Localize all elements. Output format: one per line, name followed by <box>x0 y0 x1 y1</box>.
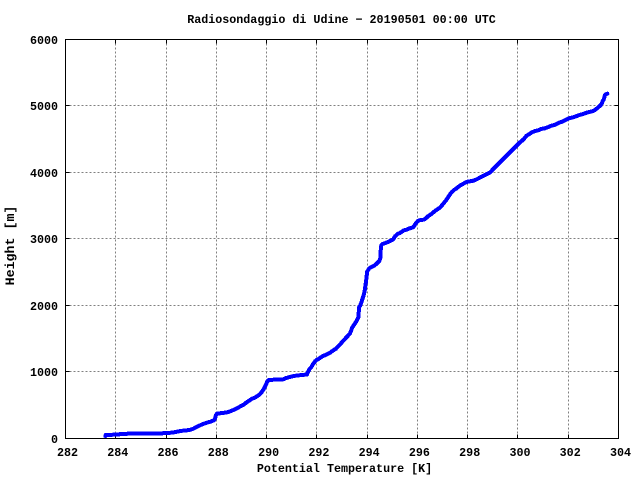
svg-text:296: 296 <box>409 446 430 460</box>
svg-text:284: 284 <box>107 446 128 460</box>
svg-text:286: 286 <box>157 446 178 460</box>
svg-text:4000: 4000 <box>30 167 58 181</box>
svg-text:298: 298 <box>459 446 480 460</box>
svg-text:302: 302 <box>560 446 581 460</box>
svg-text:6000: 6000 <box>30 34 58 48</box>
svg-text:288: 288 <box>208 446 229 460</box>
svg-text:292: 292 <box>308 446 329 460</box>
svg-text:Height [m]: Height [m] <box>3 206 18 286</box>
svg-text:300: 300 <box>509 446 530 460</box>
svg-text:1000: 1000 <box>30 366 58 380</box>
svg-text:Potential Temperature [K]: Potential Temperature [K] <box>257 462 432 476</box>
svg-text:0: 0 <box>51 433 58 447</box>
svg-text:304: 304 <box>610 446 631 460</box>
svg-text:294: 294 <box>359 446 380 460</box>
svg-text:5000: 5000 <box>30 100 58 114</box>
svg-text:290: 290 <box>258 446 279 460</box>
svg-text:3000: 3000 <box>30 233 58 247</box>
svg-text:282: 282 <box>57 446 78 460</box>
svg-text:2000: 2000 <box>30 300 58 314</box>
svg-text:Radiosondaggio di Udine − 2019: Radiosondaggio di Udine − 20190501 00:00… <box>187 13 496 27</box>
